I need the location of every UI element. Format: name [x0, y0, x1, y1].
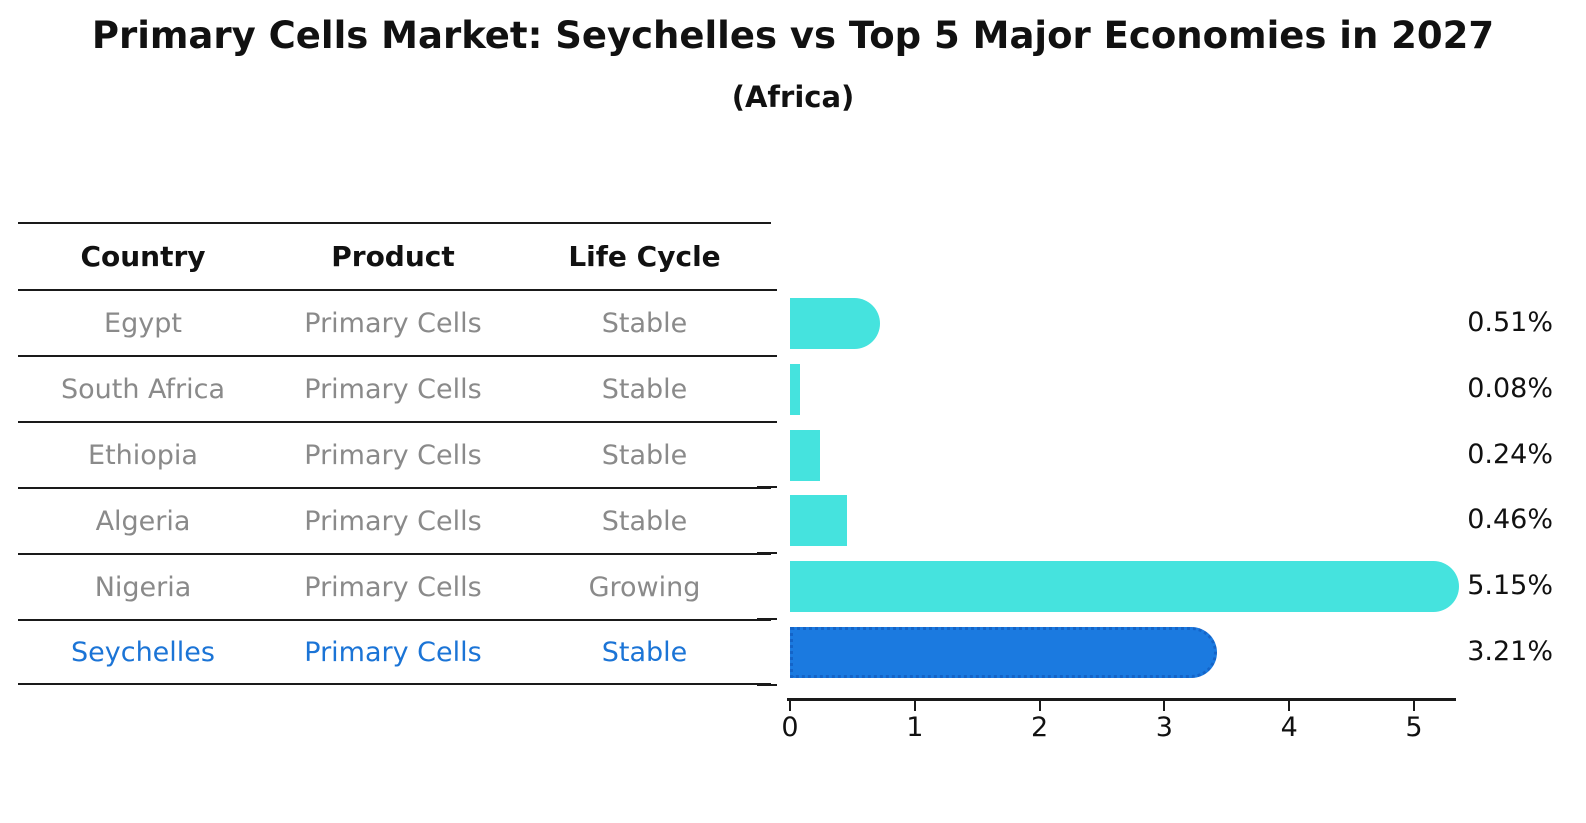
cell-country: Algeria — [95, 505, 191, 537]
value-label-ethiopia: 0.24% — [1467, 438, 1553, 470]
cell-country: Ethiopia — [88, 439, 198, 471]
x-axis-tick — [1288, 701, 1291, 711]
bar-south-africa — [790, 363, 800, 415]
x-tick-label: 1 — [906, 712, 924, 743]
cell-product: Primary Cells — [304, 571, 482, 603]
value-label-seychelles: 3.21% — [1467, 636, 1553, 668]
cell-country: Nigeria — [94, 571, 192, 603]
x-tick-label: 3 — [1155, 712, 1173, 743]
table-row: Seychelles Primary Cells Stable — [18, 619, 771, 685]
table-row: Nigeria Primary Cells Growing — [18, 553, 771, 619]
column-header-life-cycle: Life Cycle — [568, 240, 721, 273]
value-label-nigeria: 5.15% — [1467, 570, 1553, 602]
x-axis-tick — [1038, 701, 1041, 711]
cell-country: Seychelles — [71, 636, 215, 668]
x-tick-label: 2 — [1031, 712, 1049, 743]
chart-title: Primary Cells Market: Seychelles vs Top … — [91, 14, 1495, 57]
cell-life-cycle: Stable — [601, 636, 688, 668]
y-axis-tick — [757, 683, 777, 686]
y-axis-tick — [757, 618, 777, 621]
x-tick-label: 5 — [1405, 712, 1423, 743]
cell-life-cycle: Stable — [601, 439, 688, 471]
y-axis-tick — [757, 289, 777, 291]
column-header-product: Product — [331, 240, 455, 273]
bar-nigeria — [790, 561, 1459, 613]
cell-life-cycle: Stable — [601, 505, 688, 537]
cell-country: Egypt — [104, 307, 182, 339]
y-axis-tick — [757, 420, 777, 423]
cell-product: Primary Cells — [304, 636, 482, 668]
bar-algeria — [790, 495, 848, 547]
value-label-algeria: 0.46% — [1467, 504, 1553, 536]
column-header-country: Country — [80, 240, 206, 273]
table-row: Ethiopia Primary Cells Stable — [18, 421, 771, 487]
bar-seychelles — [790, 627, 1217, 679]
cell-life-cycle: Stable — [601, 373, 688, 405]
value-label-egypt: 0.51% — [1467, 307, 1553, 338]
bar-egypt — [790, 298, 880, 349]
value-label-south-africa: 0.08% — [1467, 372, 1553, 404]
x-axis-tick — [1163, 701, 1166, 711]
x-axis-tick — [913, 701, 916, 711]
y-axis-tick — [757, 354, 777, 357]
chart-subtitle: (Africa) — [731, 80, 855, 114]
y-axis-tick — [757, 552, 777, 555]
x-axis-tick — [789, 701, 791, 711]
y-axis-tick — [757, 486, 777, 489]
cell-life-cycle: Stable — [601, 307, 688, 339]
x-axis-line — [787, 698, 1456, 701]
x-axis-tick — [1413, 701, 1415, 711]
table-header-row: Country Product Life Cycle — [18, 222, 771, 289]
x-tick-label: 0 — [781, 712, 799, 743]
cell-product: Primary Cells — [304, 373, 482, 405]
table-row: Algeria Primary Cells Stable — [18, 487, 771, 553]
cell-product: Primary Cells — [304, 307, 482, 339]
bar-ethiopia — [790, 429, 820, 481]
cell-country: South Africa — [60, 373, 226, 405]
cell-product: Primary Cells — [304, 439, 482, 471]
market-table: Country Product Life Cycle Egypt Primary Cel… — [18, 222, 771, 685]
cell-life-cycle: Growing — [588, 571, 701, 603]
table-row: South Africa Primary Cells Stable — [18, 355, 771, 421]
x-tick-label: 4 — [1280, 712, 1298, 743]
table-row: Egypt Primary Cells Stable — [18, 289, 771, 355]
cell-product: Primary Cells — [304, 505, 482, 537]
